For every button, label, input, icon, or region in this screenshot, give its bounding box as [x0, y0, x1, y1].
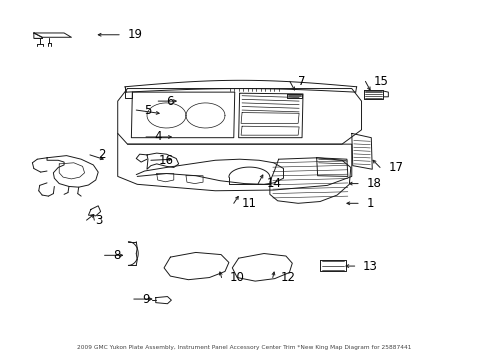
- Text: 10: 10: [229, 271, 244, 284]
- Text: 2009 GMC Yukon Plate Assembly, Instrument Panel Accessory Center Trim *New King : 2009 GMC Yukon Plate Assembly, Instrumen…: [77, 345, 411, 350]
- Text: 1: 1: [366, 197, 373, 210]
- Text: 13: 13: [362, 260, 377, 273]
- Text: 18: 18: [366, 177, 381, 190]
- Text: 15: 15: [373, 75, 388, 88]
- Text: 4: 4: [154, 130, 162, 144]
- Text: 6: 6: [166, 95, 174, 108]
- Text: 12: 12: [281, 271, 295, 284]
- Text: 19: 19: [127, 28, 142, 41]
- Text: 5: 5: [144, 104, 152, 117]
- Text: 3: 3: [95, 214, 102, 227]
- Text: 14: 14: [266, 177, 281, 190]
- Text: 9: 9: [142, 293, 149, 306]
- Text: 16: 16: [159, 154, 174, 167]
- Text: 7: 7: [298, 75, 305, 88]
- Text: 17: 17: [387, 161, 403, 174]
- Text: 8: 8: [113, 249, 120, 262]
- Text: 2: 2: [98, 148, 105, 161]
- Text: 11: 11: [242, 197, 257, 210]
